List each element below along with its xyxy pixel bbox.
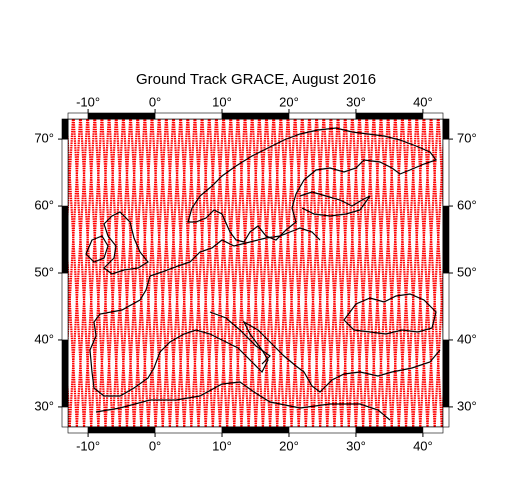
frame-bar: [442, 205, 450, 274]
x-tick-label: 10°: [212, 438, 232, 453]
frame-bar: [355, 426, 424, 434]
frame-bar: [61, 272, 69, 341]
y-tick-label: 40°: [457, 331, 477, 346]
frame-bar: [67, 426, 89, 434]
coastlines: [85, 127, 441, 421]
frame-bar: [61, 205, 69, 274]
ground-tracks: [68, 119, 443, 427]
x-tick-label: 30°: [346, 94, 366, 109]
frame-bar: [442, 138, 450, 207]
x-tick-label: 0°: [149, 438, 161, 453]
y-tick-label: 70°: [457, 131, 477, 146]
x-tick-label: 0°: [149, 94, 161, 109]
frame-bar: [87, 112, 156, 120]
coast-africa: [95, 381, 391, 421]
y-tick-label: 60°: [457, 197, 477, 212]
x-tick-label: 20°: [279, 94, 299, 109]
frame-bar: [61, 118, 69, 140]
coast-scandinavia: [187, 127, 437, 243]
frame-bar: [61, 138, 69, 207]
frame-bar: [442, 272, 450, 341]
frame-bar: [221, 112, 290, 120]
x-tick-label: 10°: [212, 94, 232, 109]
coast-britain: [103, 211, 149, 275]
x-tick-label: 30°: [346, 438, 366, 453]
frame-bar: [288, 426, 357, 434]
frame-bar: [154, 112, 223, 120]
frame-bar: [355, 112, 424, 120]
frame-bar: [442, 339, 450, 408]
coast-finland: [299, 191, 371, 217]
frame-bar: [61, 339, 69, 408]
frame-bar: [422, 426, 444, 434]
frame-bar: [154, 426, 223, 434]
y-tick-label: 70°: [34, 131, 54, 146]
coast-mainland: [89, 227, 441, 397]
coast-black-sea: [343, 293, 437, 335]
y-tick-label: 30°: [34, 398, 54, 413]
y-tick-label: 40°: [34, 331, 54, 346]
frame-bar: [61, 406, 69, 428]
frame-bar: [422, 112, 444, 120]
x-tick-label: 20°: [279, 438, 299, 453]
y-tick-label: 50°: [34, 264, 54, 279]
y-tick-label: 60°: [34, 197, 54, 212]
coast-ireland: [85, 235, 109, 263]
chart-title: Ground Track GRACE, August 2016: [136, 71, 376, 88]
frame-bar: [442, 118, 450, 140]
y-tick-label: 30°: [457, 398, 477, 413]
frame-bar: [442, 406, 450, 428]
y-tick-label: 50°: [457, 264, 477, 279]
x-tick-label: -10°: [76, 94, 100, 109]
frame-bar: [87, 426, 156, 434]
frame-bar: [67, 112, 89, 120]
frame-bar: [288, 112, 357, 120]
x-tick-label: 40°: [413, 94, 433, 109]
x-tick-label: -10°: [76, 438, 100, 453]
coast-italy: [209, 311, 271, 365]
x-tick-label: 40°: [413, 438, 433, 453]
frame-bar: [221, 426, 290, 434]
